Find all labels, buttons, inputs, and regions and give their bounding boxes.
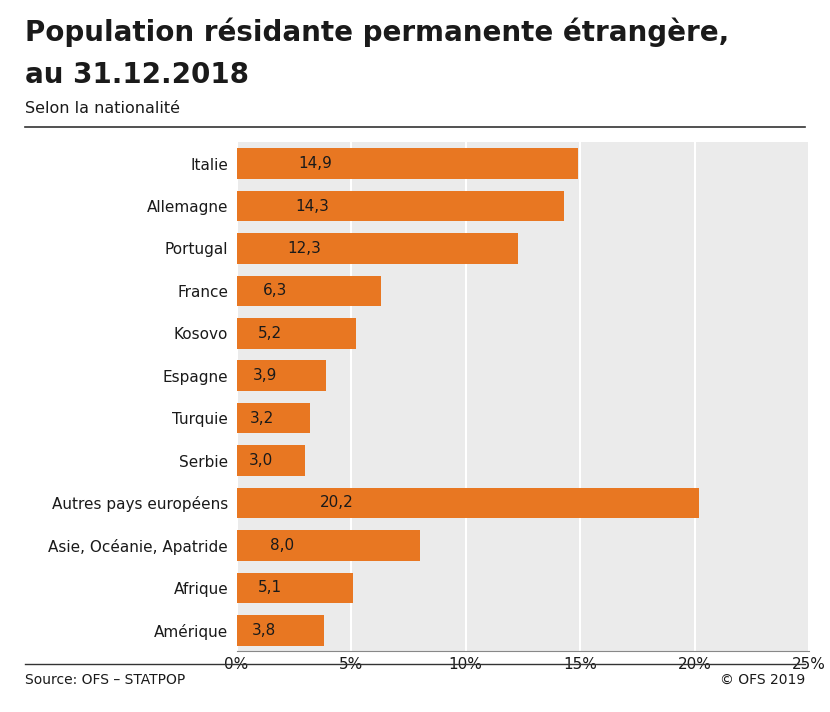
Text: 5,1: 5,1 — [257, 580, 281, 595]
Bar — [237, 615, 324, 646]
Text: 5,2: 5,2 — [258, 326, 282, 341]
Text: 3,0: 3,0 — [249, 453, 273, 468]
Bar — [237, 191, 564, 221]
Text: Selon la nationalité: Selon la nationalité — [25, 101, 180, 116]
Text: 6,3: 6,3 — [262, 283, 287, 298]
Text: 12,3: 12,3 — [287, 241, 321, 256]
Text: 14,9: 14,9 — [298, 156, 332, 171]
Text: © OFS 2019: © OFS 2019 — [720, 673, 805, 687]
Text: 8,0: 8,0 — [270, 538, 294, 553]
Bar — [237, 148, 578, 179]
Bar — [237, 403, 310, 434]
Text: au 31.12.2018: au 31.12.2018 — [25, 61, 249, 88]
Bar — [237, 234, 518, 263]
Text: 20,2: 20,2 — [320, 496, 354, 511]
Bar — [237, 530, 420, 560]
Bar — [237, 318, 356, 349]
Text: Population résidante permanente étrangère,: Population résidante permanente étrangèr… — [25, 18, 729, 47]
Bar — [237, 572, 354, 603]
Bar — [237, 276, 381, 306]
Text: Source: OFS – STATPOP: Source: OFS – STATPOP — [25, 673, 185, 687]
Text: 3,2: 3,2 — [250, 411, 274, 426]
Bar — [237, 488, 700, 518]
Bar — [237, 445, 305, 476]
Bar — [237, 360, 326, 391]
Text: 3,8: 3,8 — [252, 623, 276, 638]
Text: 3,9: 3,9 — [252, 368, 277, 383]
Text: 14,3: 14,3 — [295, 199, 330, 214]
